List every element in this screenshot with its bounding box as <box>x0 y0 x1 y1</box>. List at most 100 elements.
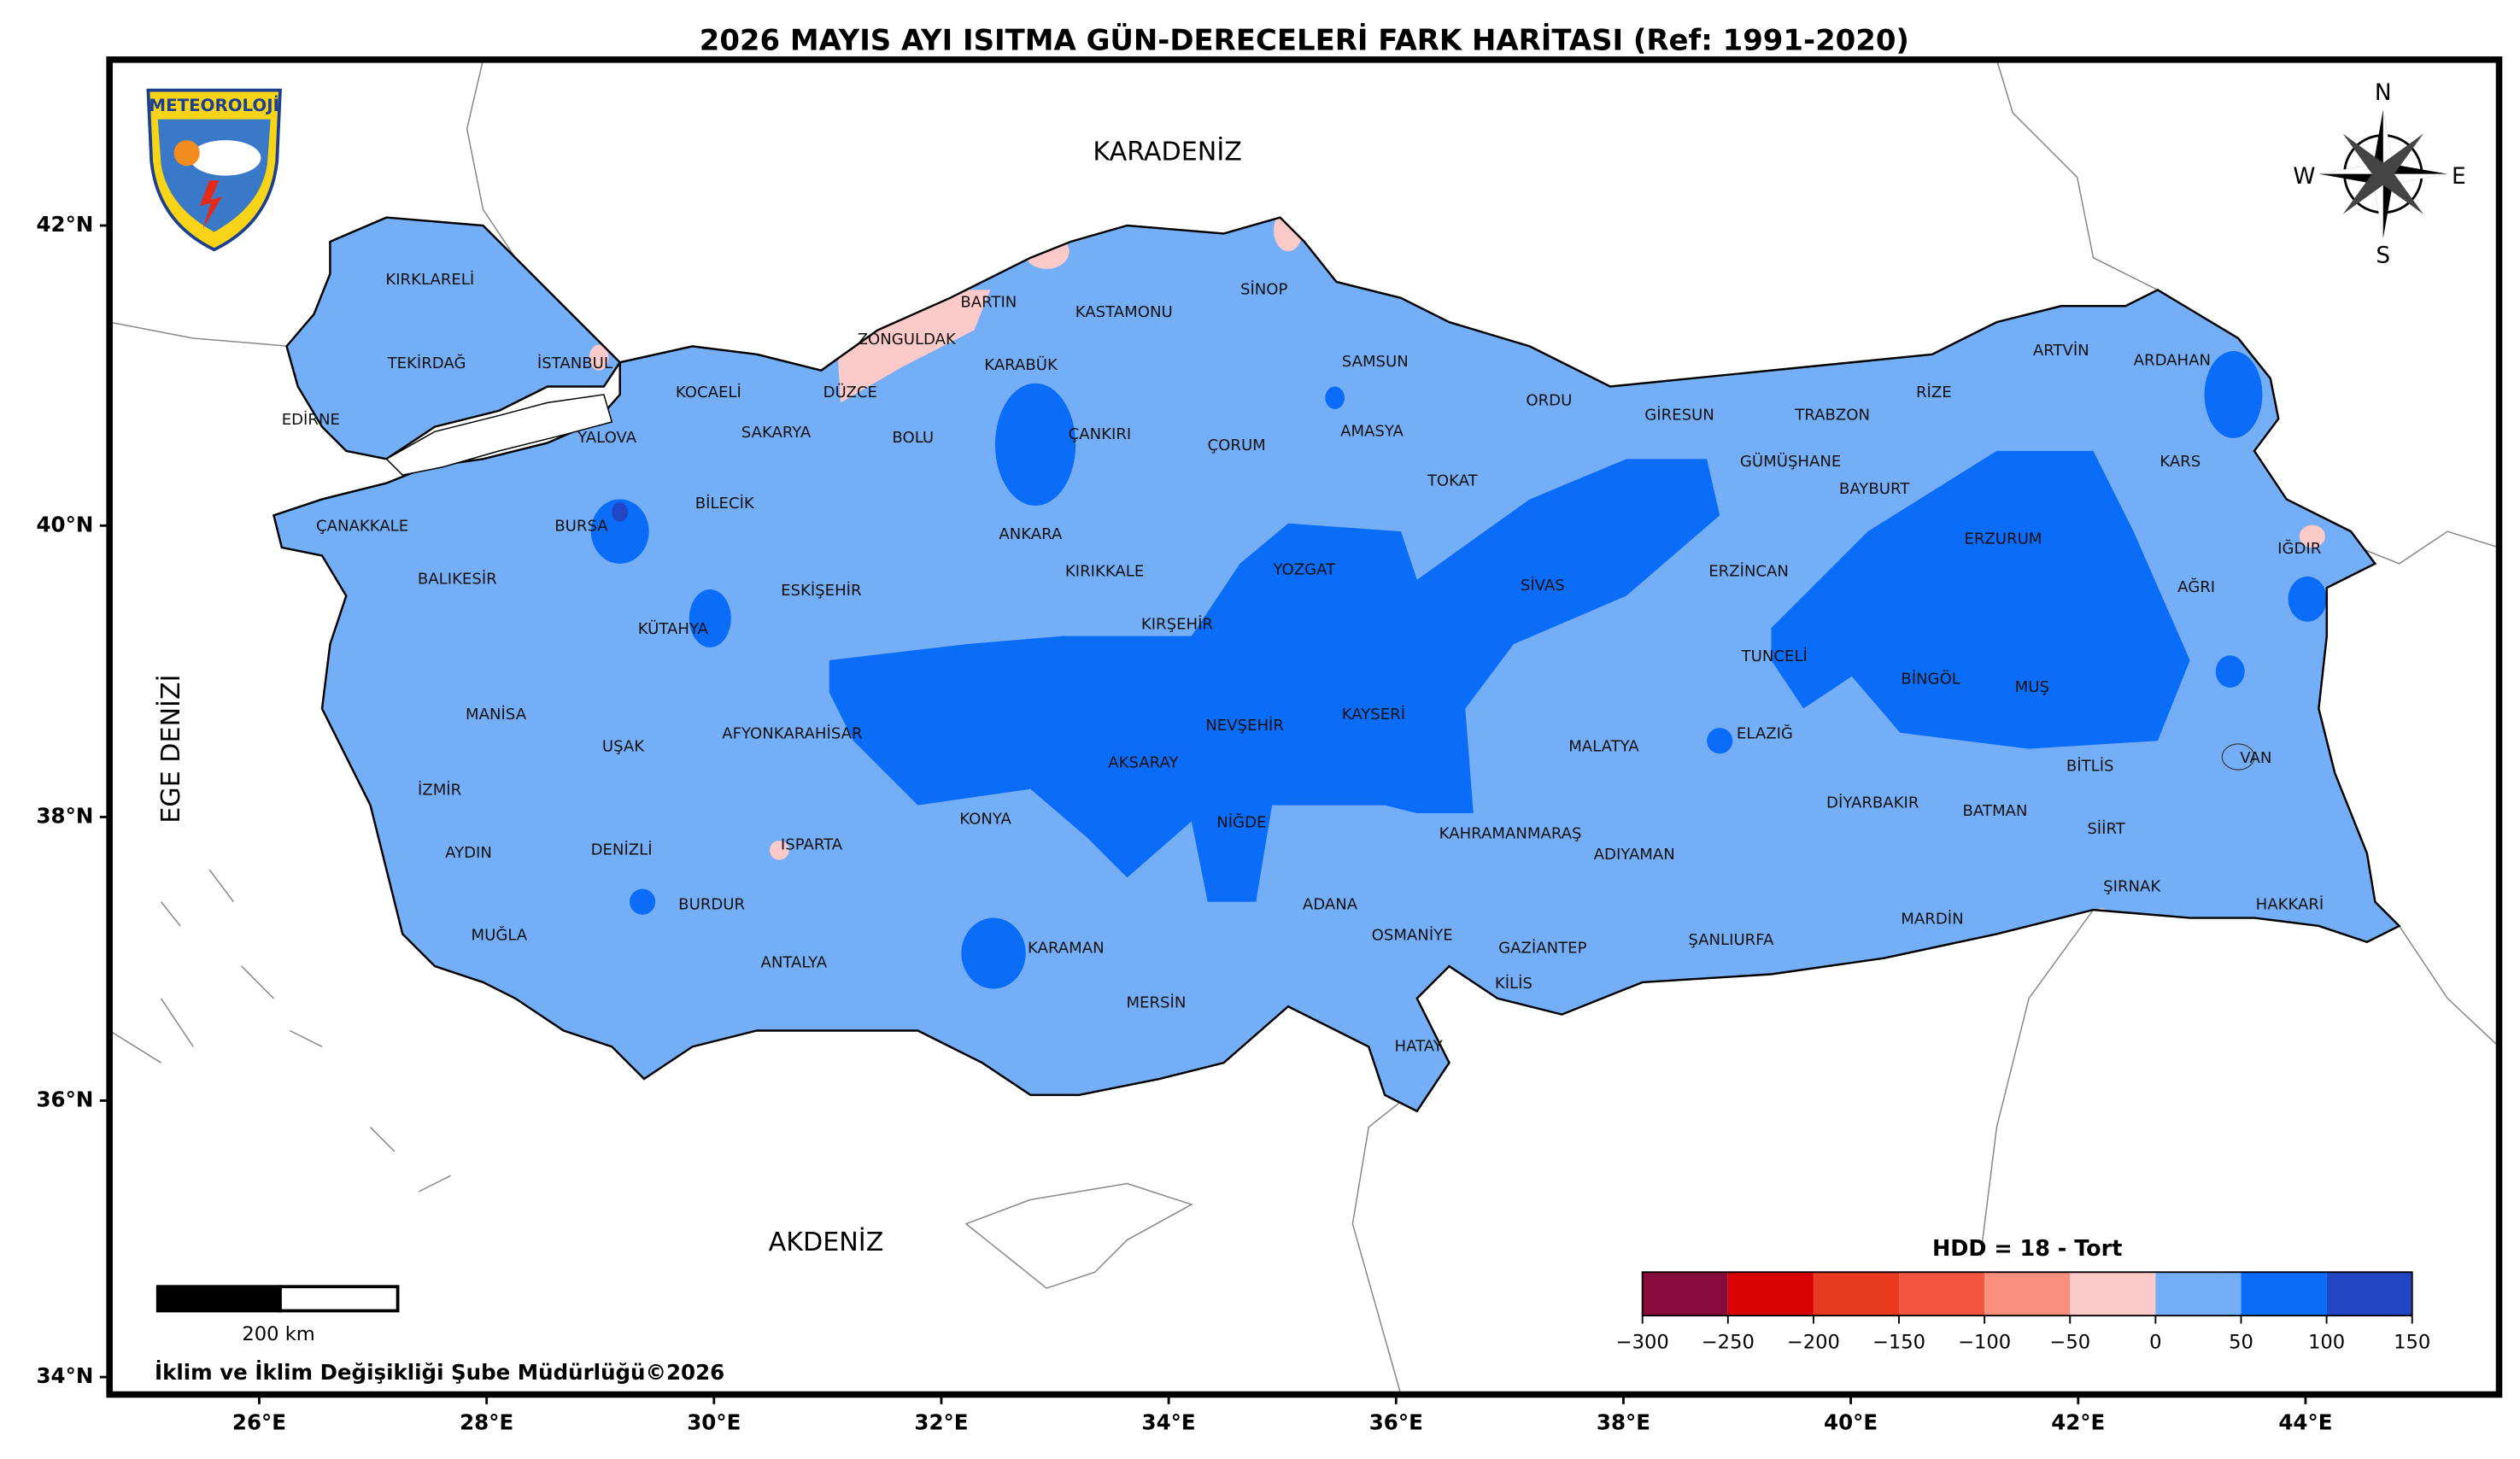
province-label: SİNOP <box>1240 280 1288 298</box>
sea-label: KARADENİZ <box>1093 137 1242 167</box>
province-label: AMASYA <box>1340 422 1404 440</box>
colorbar-tick-label: 50 <box>2229 1332 2253 1354</box>
lon-tick-label: 34°E <box>1142 1409 1196 1434</box>
province-label: ARDAHAN <box>2134 351 2211 369</box>
logo-cloud <box>190 140 261 176</box>
province-label: GAZİANTEP <box>1498 939 1586 957</box>
cyprus-outline <box>964 1182 1193 1289</box>
province-label: KİLİS <box>1495 975 1533 993</box>
province-label: AFYONKARAHİSAR <box>722 725 863 743</box>
province-label: ANTALYA <box>761 953 828 971</box>
province-label: ORDU <box>1526 391 1572 409</box>
lon-tick-label: 38°E <box>1597 1409 1650 1434</box>
province-label: BAYBURT <box>1839 480 1910 498</box>
province-label: ÇORUM <box>1208 437 1266 454</box>
province-label: KIRŞEHİR <box>1141 615 1214 633</box>
province-label: SAMSUN <box>1342 353 1409 371</box>
province-label: ERZİNCAN <box>1708 562 1789 580</box>
lat-tick-label: 40°N <box>36 512 93 536</box>
province-label: KAYSERİ <box>1342 706 1405 724</box>
turkey-land <box>272 216 2401 1113</box>
province-label: ANKARA <box>999 525 1063 543</box>
lon-tick-label: 32°E <box>914 1409 968 1434</box>
province-label: BİNGÖL <box>1901 670 1960 688</box>
colorbar-tick-label: 100 <box>2308 1332 2345 1354</box>
map-frame <box>106 56 2503 1398</box>
colorbar-segment <box>1984 1272 2071 1316</box>
anomaly-zone <box>2204 351 2263 438</box>
province-label: KOCAELİ <box>676 384 741 401</box>
province-label: BİLECİK <box>695 495 755 513</box>
province-label: İZMİR <box>418 782 462 800</box>
province-label: DÜZCE <box>823 383 877 401</box>
province-label: MUĞLA <box>471 925 527 944</box>
province-label: KARABÜK <box>984 355 1058 374</box>
sea-label: AKDENİZ <box>769 1227 884 1257</box>
colorbar-tick-label: −100 <box>1958 1332 2011 1354</box>
colorbar-tick-label: −300 <box>1616 1332 1669 1354</box>
province-label: NİĞDE <box>1216 812 1266 831</box>
province-label: MUŞ <box>2015 678 2049 696</box>
colorbar-segment <box>2155 1272 2242 1316</box>
province-label: VAN <box>2240 749 2271 767</box>
anomaly-zones <box>589 217 2327 989</box>
province-label: KIRIKKALE <box>1065 562 1144 580</box>
compass-label: N <box>2375 80 2392 106</box>
map-area <box>108 59 2500 1395</box>
logo-sun <box>173 140 200 167</box>
lon-tick-label: 40°E <box>1824 1409 1878 1434</box>
logo-bolt <box>199 180 223 229</box>
province-label: OSMANİYE <box>1372 926 1453 944</box>
anomaly-zone <box>689 589 731 647</box>
colorbar-segment <box>1899 1272 1985 1316</box>
province-label: IĞDIR <box>2277 539 2322 558</box>
province-label: MARDİN <box>1901 910 1963 928</box>
province-label: BARTIN <box>960 293 1017 311</box>
coastline <box>272 216 2401 1113</box>
anomaly-zone <box>2288 576 2327 622</box>
lat-tick-label: 36°N <box>36 1087 93 1111</box>
scale-bar-white <box>278 1285 400 1313</box>
province-label: ÇANAKKALE <box>316 517 408 535</box>
anomaly-zone <box>837 290 991 403</box>
sea-label: EGE DENİZİ <box>155 674 186 823</box>
anomaly-zone <box>630 888 656 915</box>
scale-bar-black <box>155 1285 282 1313</box>
province-label: KONYA <box>959 811 1011 829</box>
lon-tick-label: 42°E <box>2051 1409 2105 1434</box>
province-label: ERZURUM <box>1964 530 2042 548</box>
province-label: AYDIN <box>445 844 492 862</box>
province-label: YALOVA <box>577 429 637 447</box>
province-label: DENİZLİ <box>591 841 653 858</box>
province-label: GÜMÜŞHANE <box>1740 452 1841 471</box>
province-label: BALIKESİR <box>418 571 497 589</box>
province-label: AKSARAY <box>1108 754 1179 772</box>
colorbar-segment <box>1642 1272 1728 1316</box>
axes: 34°N 36°N 38°N 40°N 42°N 26°E 28°E 30°E 32°E 34°E… <box>36 212 2332 1434</box>
province-label: TOKAT <box>1427 472 1479 490</box>
compass-label: E <box>2452 164 2466 190</box>
province-label: KASTAMONU <box>1075 303 1173 321</box>
anomaly-zone <box>590 499 649 564</box>
province-label: ARTVİN <box>2033 342 2089 360</box>
province-label: İSTANBUL <box>537 354 612 372</box>
colorbar-segment <box>2241 1272 2327 1316</box>
province-label: KARAMAN <box>1028 939 1105 957</box>
colorbar-tick-label: −50 <box>2049 1332 2090 1354</box>
province-label: KÜTAHYA <box>638 619 709 638</box>
compass-diagonal <box>2342 133 2423 214</box>
anomaly-zone <box>612 502 629 522</box>
lon-tick-label: 36°E <box>1369 1409 1423 1434</box>
province-label: SAKARYA <box>741 424 812 442</box>
anomaly-zone <box>770 841 789 860</box>
province-label: GİRESUN <box>1644 406 1714 424</box>
province-label: ADANA <box>1303 895 1358 913</box>
anomaly-zone <box>1325 386 1345 409</box>
province-label: ÇANKIRI <box>1069 425 1132 443</box>
colorbar-segment <box>1727 1272 1814 1316</box>
anomaly-zone <box>2299 524 2325 548</box>
province-label: RİZE <box>1916 384 1952 401</box>
anomaly-zone <box>829 459 1720 902</box>
province-label: ESKİŞEHİR <box>781 582 862 600</box>
